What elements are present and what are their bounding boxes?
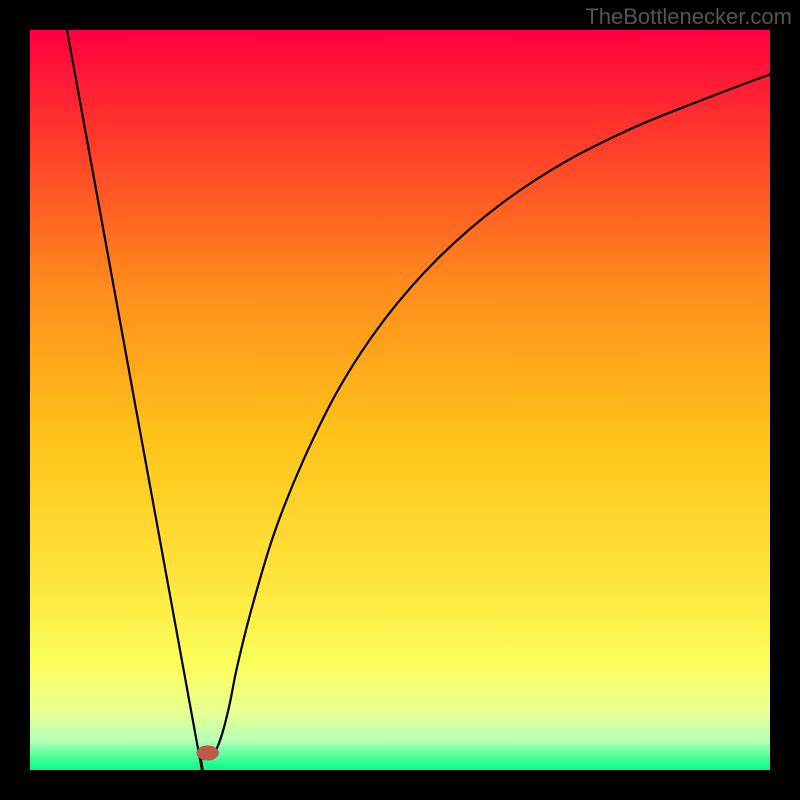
watermark-text: TheBottlenecker.com [585, 4, 792, 30]
chart-container: TheBottlenecker.com [0, 0, 800, 800]
plot-area [30, 30, 770, 770]
bottleneck-chart [30, 30, 770, 770]
gradient-background [30, 30, 770, 770]
optimal-point-marker [197, 746, 219, 761]
